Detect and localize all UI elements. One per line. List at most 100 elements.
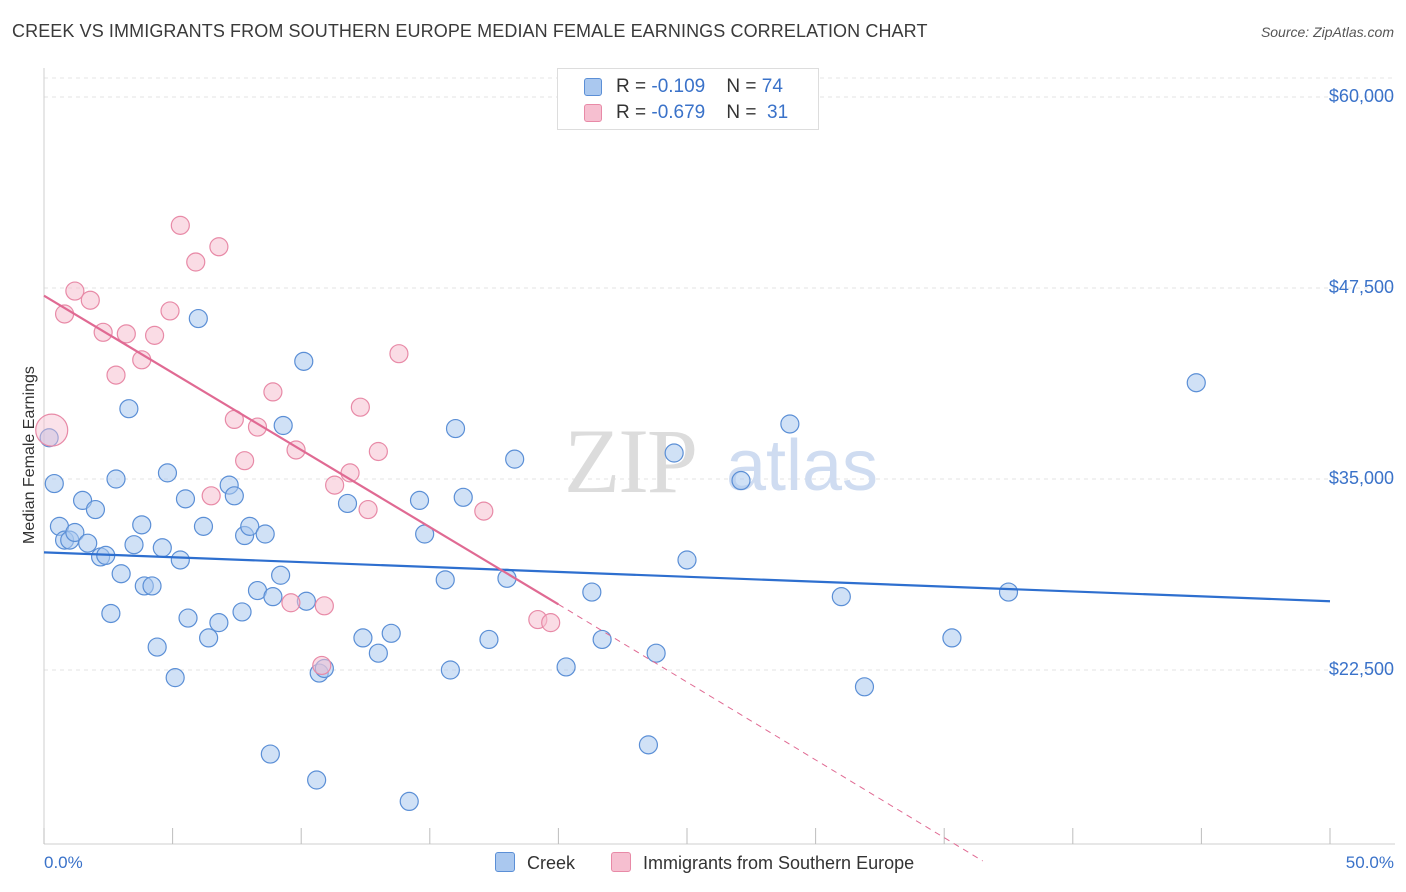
data-point [358, 499, 378, 520]
y-tick-label: $35,000 [1328, 468, 1394, 488]
data-point [263, 382, 283, 402]
data-point [142, 576, 162, 596]
data-point [260, 744, 280, 764]
creek-legend-swatch [495, 852, 515, 872]
data-point [353, 628, 373, 648]
data-point [479, 629, 499, 650]
data-point [106, 469, 126, 489]
data-point [35, 413, 69, 447]
y-tick-label: $22,500 [1328, 659, 1394, 679]
data-point [170, 215, 190, 235]
bottom-legend-creek: Creek [495, 852, 575, 874]
data-point [188, 308, 208, 329]
data-point [78, 533, 98, 553]
data-point [101, 603, 121, 624]
trend-lines [43, 294, 1331, 862]
y-tick-label: $60,000 [1328, 86, 1394, 106]
data-point [80, 290, 100, 310]
data-point [998, 582, 1019, 602]
series-immigrants-southern-europe [35, 215, 561, 676]
data-point [178, 608, 198, 628]
data-point [116, 324, 136, 344]
data-point [106, 365, 126, 385]
data-point [199, 628, 219, 648]
data-point [453, 487, 473, 507]
data-point [312, 655, 332, 676]
data-point [247, 417, 268, 437]
data-point [445, 418, 466, 439]
data-point [232, 602, 252, 622]
data-point [368, 643, 388, 663]
data-point [399, 791, 419, 812]
creek-swatch [584, 78, 602, 96]
data-point [435, 570, 455, 590]
data-point [582, 582, 602, 602]
data-point [240, 516, 260, 536]
y-tick-label: $47,500 [1328, 277, 1394, 297]
legend-r-value: -0.679 [651, 102, 706, 123]
data-point [854, 677, 875, 697]
axes [43, 68, 1395, 845]
data-point [307, 770, 327, 790]
data-point [541, 613, 561, 633]
data-point [160, 301, 180, 321]
source-label: Source: ZipAtlas.com [1260, 24, 1394, 40]
data-point [255, 524, 275, 544]
data-point [646, 643, 666, 663]
data-point [314, 596, 334, 616]
data-point [152, 538, 172, 558]
data-point [124, 535, 144, 555]
data-point [147, 637, 167, 657]
chart-title: CREEK VS IMMIGRANTS FROM SOUTHERN EUROPE… [12, 21, 928, 41]
data-point [281, 593, 301, 613]
legend-r-label: R = [616, 76, 652, 97]
data-point [273, 415, 293, 436]
data-point [119, 399, 139, 419]
data-point [65, 522, 85, 543]
data-point [44, 473, 64, 494]
data-point [409, 490, 430, 510]
legend-n-value: 74 [761, 76, 783, 97]
data-point [389, 344, 409, 364]
bottom-legend-immigrants: Immigrants from Southern Europe [611, 852, 914, 874]
data-point [235, 451, 255, 471]
data-point [381, 623, 401, 643]
immigrants-legend-label: Immigrants from Southern Europe [643, 853, 915, 873]
data-point [942, 628, 962, 648]
data-point [170, 550, 190, 570]
data-point [85, 499, 106, 520]
legend-n-label: N = [726, 76, 762, 97]
data-point [638, 735, 659, 755]
data-point [209, 237, 229, 257]
data-point [592, 629, 612, 650]
data-point [224, 486, 244, 506]
data-point [157, 463, 178, 483]
data-point [144, 325, 165, 345]
data-point [731, 470, 751, 491]
data-point [556, 657, 576, 677]
correlation-legend: R = -0.109 N = 74 R = -0.679 N = 31 [557, 68, 819, 130]
data-point [325, 475, 345, 495]
data-point [165, 668, 185, 688]
data-point [263, 587, 283, 607]
data-point [664, 443, 684, 463]
data-point [677, 550, 697, 570]
data-point [337, 493, 358, 514]
legend-r-value: -0.109 [651, 76, 706, 97]
data-point [65, 281, 85, 301]
trend-line-creek [43, 551, 1331, 603]
data-point [286, 440, 306, 460]
data-point [201, 486, 221, 506]
data-point [209, 613, 229, 633]
series-creek [39, 308, 1206, 812]
legend-r-label: R = [616, 102, 652, 123]
data-point [271, 565, 291, 585]
data-point [111, 564, 131, 584]
watermark-atlas: atlas [726, 426, 878, 506]
data-point [132, 515, 152, 535]
data-point [39, 428, 59, 448]
trend-line-immigrants-extension [558, 603, 984, 862]
data-point [505, 449, 525, 469]
data-point [294, 351, 314, 371]
